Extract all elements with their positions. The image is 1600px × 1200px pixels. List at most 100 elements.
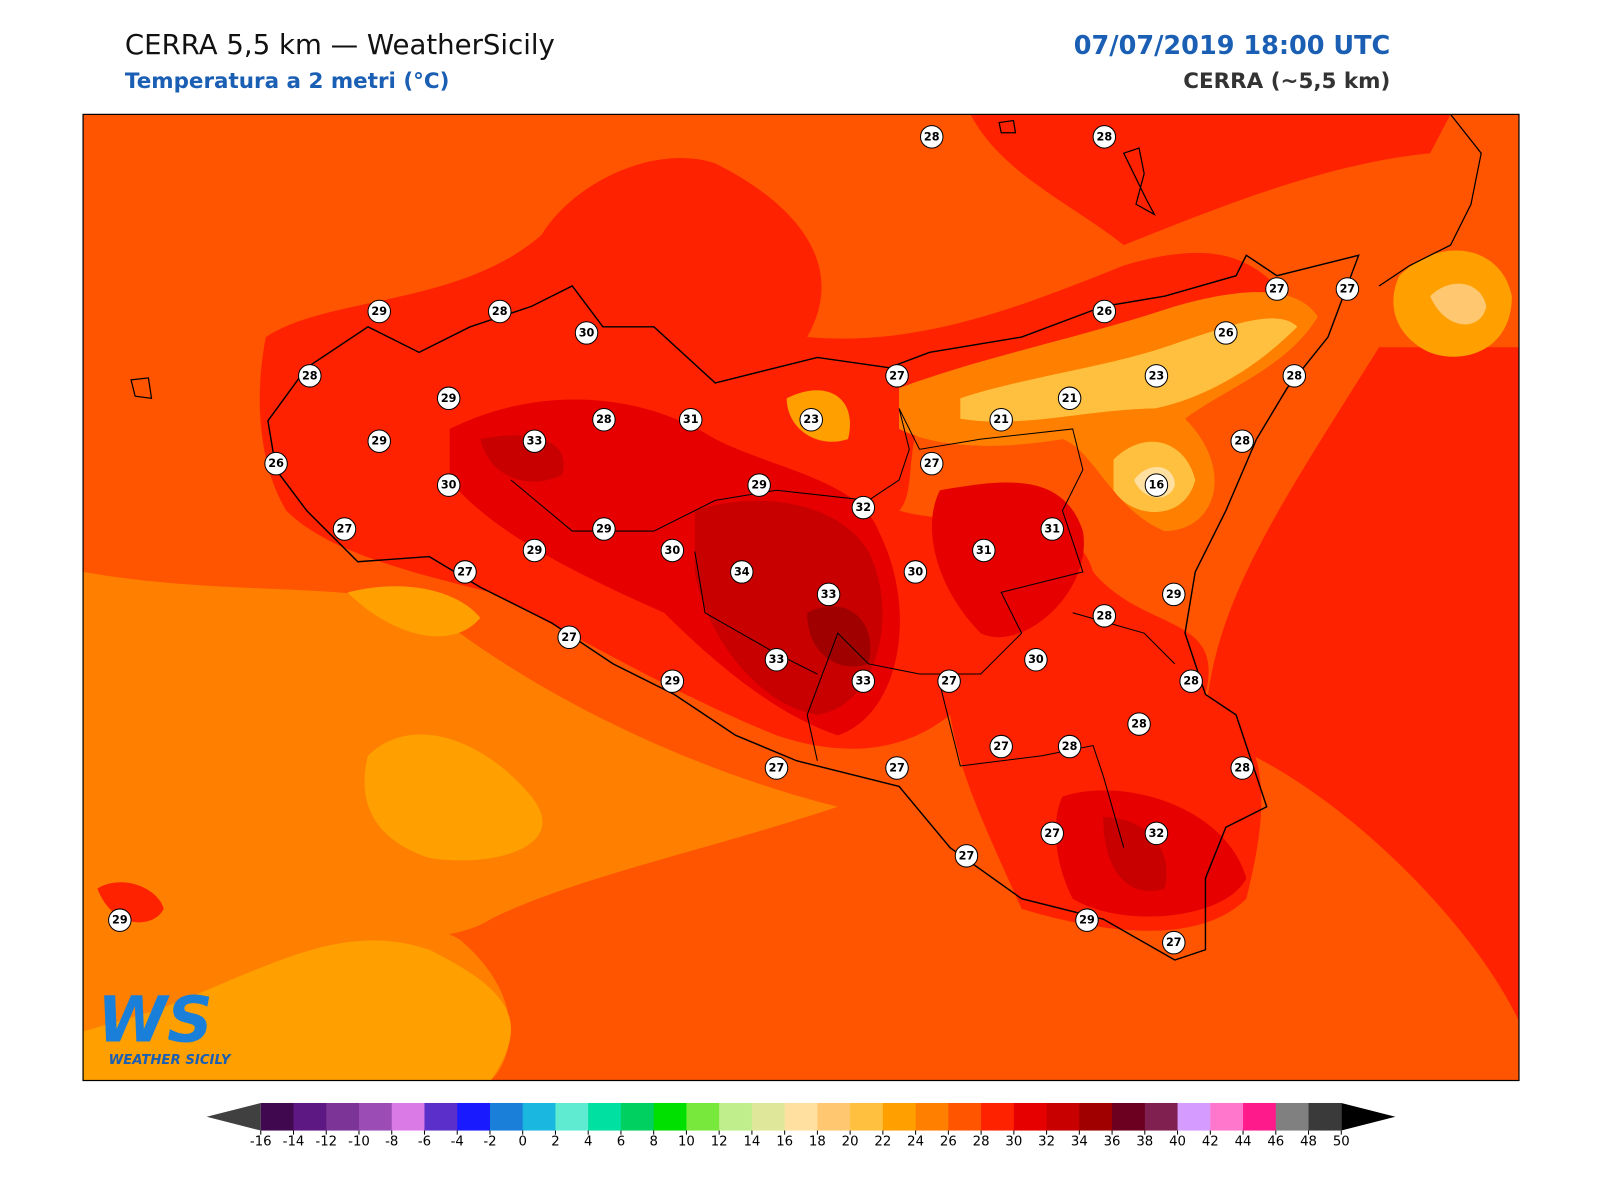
station-value: 33 xyxy=(769,653,785,666)
station-value: 26 xyxy=(1097,305,1113,318)
station: 23 xyxy=(799,407,823,432)
station-marker xyxy=(816,582,841,607)
station-marker xyxy=(660,538,685,563)
station: 32 xyxy=(851,495,876,520)
station-value: 29 xyxy=(665,675,681,688)
station-marker xyxy=(1040,821,1064,846)
station-value: 34 xyxy=(734,565,750,578)
station-value: 27 xyxy=(1166,936,1182,949)
station: 28 xyxy=(920,125,944,149)
station-value: 21 xyxy=(993,413,1009,426)
station: 27 xyxy=(989,734,1013,759)
station: 29 xyxy=(1162,582,1186,607)
station-value: 28 xyxy=(1183,675,1199,688)
station: 30 xyxy=(660,538,685,563)
station-value: 27 xyxy=(457,565,473,578)
station-value: 28 xyxy=(924,130,940,143)
station: 27 xyxy=(937,669,961,693)
station-marker xyxy=(764,648,789,672)
station-value: 29 xyxy=(112,914,128,927)
station: 27 xyxy=(453,560,477,584)
station-value: 29 xyxy=(1166,588,1182,601)
station: 31 xyxy=(972,538,996,563)
station-marker xyxy=(660,669,685,693)
station: 27 xyxy=(920,451,944,476)
colorbar-segment xyxy=(424,1102,458,1131)
colorbar-tick-label: -4 xyxy=(451,1134,464,1149)
station: 28 xyxy=(1127,712,1151,736)
station-marker xyxy=(851,669,876,693)
station-marker xyxy=(1179,669,1203,693)
station-value: 28 xyxy=(1286,369,1302,382)
station: 31 xyxy=(678,407,703,432)
source: CERRA (~5,5 km) xyxy=(1183,69,1390,94)
station: 27 xyxy=(1335,277,1360,301)
colorbar-under xyxy=(206,1102,261,1131)
date: 07/07/2019 18:00 UTC xyxy=(1074,31,1391,61)
station-marker xyxy=(1230,756,1254,780)
station: 27 xyxy=(1265,277,1289,301)
colorbar-segment xyxy=(1210,1102,1244,1131)
colorbar-segment xyxy=(1275,1102,1310,1131)
colorbar-segment xyxy=(1079,1102,1113,1131)
station-marker xyxy=(730,560,754,584)
station: 29 xyxy=(436,386,461,411)
station-marker xyxy=(1230,429,1254,453)
station-marker xyxy=(851,495,876,520)
station: 32 xyxy=(1144,821,1169,846)
station-marker xyxy=(1024,648,1048,672)
station: 26 xyxy=(1092,299,1117,324)
colorbar-tick-label: 18 xyxy=(809,1134,826,1149)
colorbar-segment xyxy=(260,1102,295,1131)
station-value: 29 xyxy=(596,523,612,536)
station-value: 32 xyxy=(856,501,872,514)
station-marker xyxy=(885,756,909,780)
station-value: 31 xyxy=(976,544,992,557)
station-marker xyxy=(1214,321,1238,345)
station: 21 xyxy=(1057,386,1082,411)
station-marker xyxy=(1092,299,1117,324)
station-marker xyxy=(522,538,547,563)
colorbar-tick-label: 0 xyxy=(518,1134,526,1149)
station-marker xyxy=(954,844,979,868)
station-marker xyxy=(1075,908,1099,932)
station-value: 27 xyxy=(561,631,577,644)
station-marker xyxy=(298,364,322,388)
colorbar-tick-label: 34 xyxy=(1071,1134,1088,1149)
colorbar-tick-label: 10 xyxy=(678,1134,695,1149)
station-marker xyxy=(903,560,928,584)
station: 34 xyxy=(730,560,754,584)
station: 28 xyxy=(1092,125,1117,149)
logo-mark: WS xyxy=(97,983,212,1057)
colorbar-tick-label: -8 xyxy=(385,1134,398,1149)
colorbar-segment xyxy=(686,1102,720,1131)
colorbar-segment xyxy=(751,1102,786,1131)
colorbar-tick-label: -2 xyxy=(483,1134,496,1149)
colorbar-tick-label: 42 xyxy=(1202,1134,1219,1149)
station-marker xyxy=(920,125,944,149)
station-marker xyxy=(1162,582,1186,607)
station: 31 xyxy=(1040,517,1064,541)
station-value: 27 xyxy=(889,762,905,775)
station: 29 xyxy=(660,669,685,693)
station-value: 29 xyxy=(441,392,457,405)
station-marker xyxy=(108,908,132,932)
station-value: 27 xyxy=(924,457,940,470)
station: 28 xyxy=(488,299,512,324)
station-marker xyxy=(1092,604,1117,628)
station-value: 30 xyxy=(441,479,457,492)
station-value: 33 xyxy=(821,588,837,601)
station: 27 xyxy=(885,364,909,388)
station-value: 28 xyxy=(492,305,508,318)
subtitle: Temperatura a 2 metri (°C) xyxy=(125,69,449,94)
station-marker xyxy=(972,538,996,563)
station: 28 xyxy=(1092,604,1117,628)
station: 28 xyxy=(298,364,322,388)
station-marker xyxy=(557,625,581,650)
station: 28 xyxy=(1230,756,1254,780)
colorbar-tick-label: -12 xyxy=(315,1134,337,1149)
station: 27 xyxy=(1162,930,1186,955)
colorbar-tick-label: 40 xyxy=(1169,1134,1186,1149)
station-value: 27 xyxy=(993,740,1009,753)
